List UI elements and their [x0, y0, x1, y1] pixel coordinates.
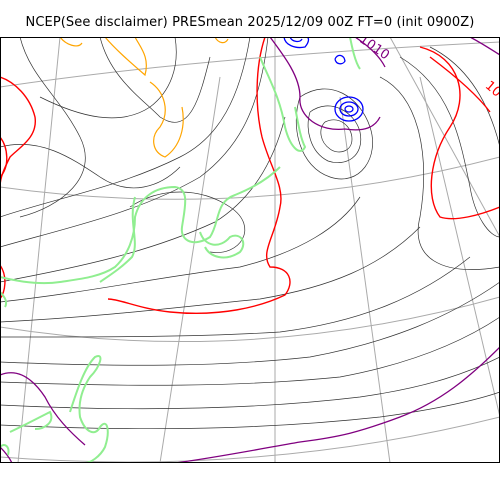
pressure-map: 1010 10: [0, 32, 500, 464]
orange-contours: [59, 36, 229, 158]
map-title: NCEP(See disclaimer) PRESmean 2025/12/09…: [25, 15, 475, 30]
isobar-1010: [0, 36, 500, 315]
graticule: [0, 36, 500, 464]
map-panel: 1010 10: [0, 32, 500, 464]
low-pressure-contours: [283, 36, 364, 122]
purple-contours: [0, 36, 500, 464]
contour-label-10: 10: [482, 78, 500, 100]
isobars: [0, 36, 500, 430]
coastline: [0, 36, 361, 464]
